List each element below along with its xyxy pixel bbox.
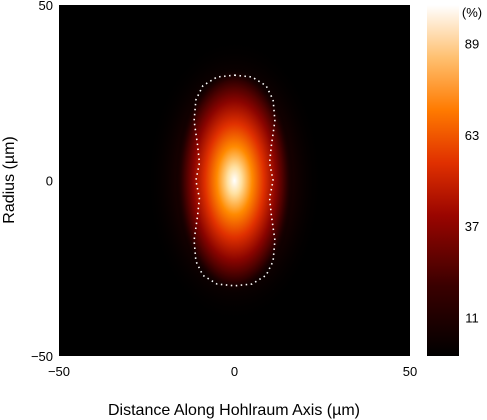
colorbar bbox=[427, 5, 459, 356]
y-axis-ticks: −50 0 50 bbox=[31, 0, 53, 364]
y-tick-label: 0 bbox=[46, 174, 53, 189]
x-tick-label: −50 bbox=[48, 364, 70, 379]
x-axis-label: Distance Along Hohlraum Axis (µm) bbox=[108, 402, 360, 419]
colorbar-unit-label: (%) bbox=[462, 5, 482, 20]
colorbar-tick-label: 11 bbox=[465, 310, 479, 325]
x-axis-ticks: −50 0 50 bbox=[48, 364, 417, 379]
y-tick-label: −50 bbox=[31, 349, 53, 364]
colorbar-ticks: 11 37 63 89 bbox=[465, 37, 479, 326]
intensity-field bbox=[146, 37, 323, 324]
intensity-spot bbox=[175, 66, 294, 295]
colorbar-tick-label: 37 bbox=[465, 219, 479, 234]
colorbar-tick-label: 89 bbox=[465, 37, 479, 52]
x-tick-label: 0 bbox=[231, 364, 238, 379]
y-axis-label: Radius (µm) bbox=[1, 136, 18, 223]
colorbar-tick-label: 63 bbox=[465, 128, 479, 143]
x-tick-label: 50 bbox=[403, 364, 417, 379]
y-tick-label: 50 bbox=[39, 0, 53, 13]
